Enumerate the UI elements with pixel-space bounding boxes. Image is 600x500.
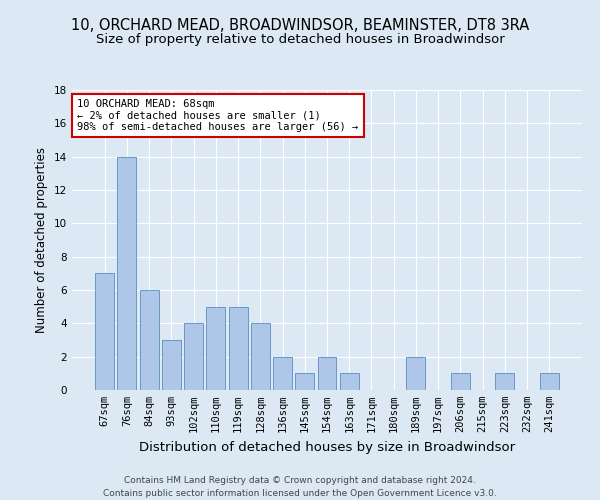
Bar [340,374,359,390]
Bar [140,290,158,390]
Bar [95,274,114,390]
Bar [451,374,470,390]
Text: 10, ORCHARD MEAD, BROADWINDSOR, BEAMINSTER, DT8 3RA: 10, ORCHARD MEAD, BROADWINDSOR, BEAMINST… [71,18,529,32]
X-axis label: Distribution of detached houses by size in Broadwindsor: Distribution of detached houses by size … [139,440,515,454]
Bar [406,356,425,390]
Bar [251,324,270,390]
Bar [273,356,292,390]
Bar [540,374,559,390]
Text: Size of property relative to detached houses in Broadwindsor: Size of property relative to detached ho… [95,32,505,46]
Bar [229,306,248,390]
Bar [496,374,514,390]
Bar [317,356,337,390]
Y-axis label: Number of detached properties: Number of detached properties [35,147,49,333]
Bar [184,324,203,390]
Bar [206,306,225,390]
Bar [162,340,181,390]
Text: 10 ORCHARD MEAD: 68sqm
← 2% of detached houses are smaller (1)
98% of semi-detac: 10 ORCHARD MEAD: 68sqm ← 2% of detached … [77,99,358,132]
Bar [118,156,136,390]
Bar [295,374,314,390]
Text: Contains HM Land Registry data © Crown copyright and database right 2024.
Contai: Contains HM Land Registry data © Crown c… [103,476,497,498]
